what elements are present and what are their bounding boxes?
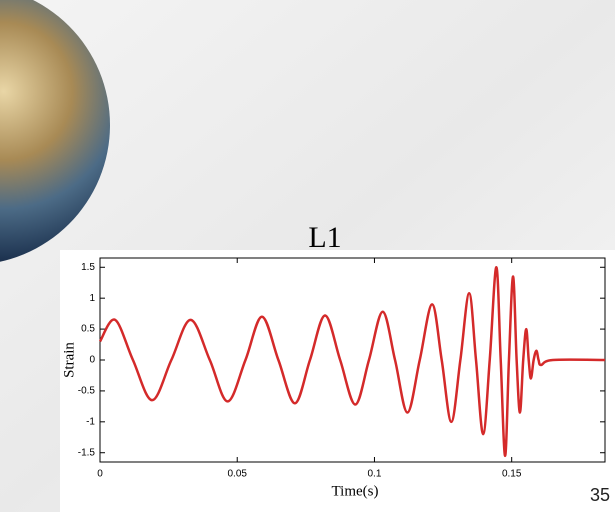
- waveform-line: [98, 266, 606, 458]
- x-axis-label: Time(s): [332, 483, 379, 499]
- x-tick-label: 0.05: [227, 469, 247, 480]
- page-number: 35: [590, 485, 610, 505]
- chart-title: L1: [308, 221, 341, 254]
- y-tick-label: 0: [89, 355, 95, 366]
- x-tick-label: 0: [97, 469, 103, 480]
- y-axis-label: Strain: [61, 342, 77, 378]
- globe-image: [0, 0, 110, 262]
- y-tick-label: -1.5: [78, 447, 96, 458]
- y-tick-label: 1: [89, 293, 95, 304]
- x-tick-label: 0.1: [368, 469, 382, 480]
- y-tick-label: -1: [86, 416, 95, 427]
- y-tick-label: -0.5: [78, 386, 96, 397]
- y-tick-label: 1.5: [81, 262, 95, 273]
- plot-background: [60, 250, 615, 512]
- y-tick-label: 0.5: [81, 324, 95, 335]
- x-tick-label: 0.15: [502, 469, 522, 480]
